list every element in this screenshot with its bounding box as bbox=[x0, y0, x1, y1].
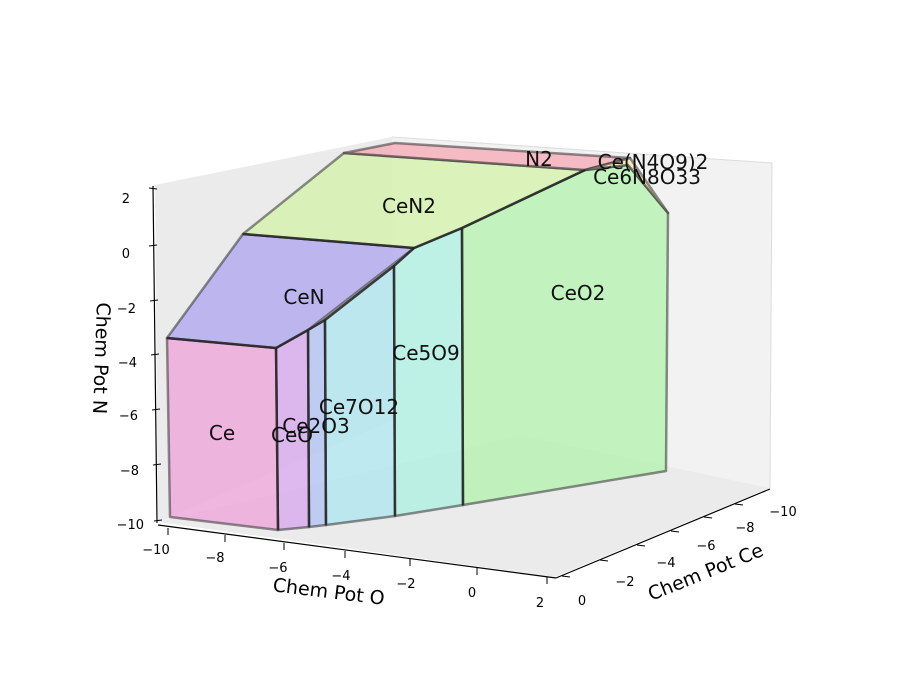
x-tick-label: 2 bbox=[536, 596, 544, 611]
ridge-line bbox=[392, 265, 397, 517]
region-label: Ce2O3 bbox=[282, 414, 349, 438]
z-tick bbox=[150, 353, 160, 356]
z-tick bbox=[148, 244, 158, 247]
z-tick bbox=[151, 408, 161, 411]
y-tick bbox=[636, 544, 646, 547]
region-label: Ce(N4O9)2 bbox=[598, 150, 709, 174]
y-tick-label: 0 bbox=[578, 594, 586, 609]
region-label: Ce5O9 bbox=[392, 341, 459, 365]
region-ceo2-face bbox=[460, 163, 670, 507]
y-tick bbox=[670, 530, 680, 533]
ridge-line bbox=[274, 347, 280, 531]
x-tick-label: −4 bbox=[331, 569, 350, 584]
region-labels: Ce CeO Ce2O3 Ce7O12 Ce5O9 CeO2 CeN CeN2 … bbox=[209, 147, 709, 447]
region-label: CeN bbox=[283, 285, 324, 309]
ridge-line bbox=[323, 319, 328, 526]
y-tick-label: −10 bbox=[769, 505, 796, 520]
region-label: CeO bbox=[271, 423, 313, 447]
z-tick bbox=[152, 463, 162, 466]
z-tick bbox=[148, 187, 158, 190]
y-tick bbox=[734, 503, 744, 506]
x-tick-label: −6 bbox=[268, 561, 287, 576]
z-tick-label: 0 bbox=[122, 247, 130, 262]
regions bbox=[165, 141, 670, 532]
region-label: CeN2 bbox=[382, 194, 436, 218]
y-tick-label: −4 bbox=[656, 556, 675, 571]
z-tick-label: −10 bbox=[117, 518, 144, 533]
z-tick-label: −2 bbox=[117, 302, 136, 317]
x-tick-label: −2 bbox=[396, 577, 415, 592]
region-ce5o9-face bbox=[392, 226, 465, 518]
region-label: N2 bbox=[525, 147, 553, 171]
z-tick-label: 2 bbox=[122, 192, 130, 207]
z-tick-label: −6 bbox=[119, 409, 138, 424]
z-tick-label: −8 bbox=[120, 464, 139, 479]
ridge-line bbox=[460, 227, 465, 506]
y-tick-label: −6 bbox=[696, 539, 715, 554]
pane-edge bbox=[769, 162, 773, 489]
region-label: Ce bbox=[209, 421, 235, 445]
ridge-line bbox=[306, 329, 311, 528]
x-axis-label: Chem Pot O bbox=[272, 574, 386, 610]
y-tick bbox=[599, 559, 609, 562]
region-label: Ce7O12 bbox=[319, 395, 399, 419]
x-axis-line bbox=[157, 524, 557, 579]
z-axis-label: Chem Pot N bbox=[88, 302, 114, 414]
pane-edge bbox=[391, 136, 773, 164]
y-axis-line bbox=[555, 488, 771, 579]
y-tick-label: −2 bbox=[615, 575, 634, 590]
ridge-lines bbox=[166, 168, 586, 531]
y-tick bbox=[561, 575, 571, 578]
z-tick bbox=[153, 519, 163, 522]
z-tick-label: −4 bbox=[118, 356, 137, 371]
x-tick-label: −8 bbox=[205, 551, 224, 566]
z-axis: 2 0 −2 −4 −6 −8 −10 Chem Pot N bbox=[88, 185, 163, 533]
x-tick-label: 0 bbox=[468, 586, 476, 601]
y-tick-label: −8 bbox=[735, 521, 754, 536]
z-tick bbox=[149, 299, 159, 302]
region-label: Ce6N8O33 bbox=[593, 165, 701, 189]
x-tick-label: −10 bbox=[142, 543, 169, 558]
y-tick bbox=[703, 516, 713, 519]
region-ce-n4o9-2-face bbox=[583, 156, 670, 215]
ridge-line bbox=[166, 168, 586, 350]
region-label: CeO2 bbox=[551, 281, 606, 305]
ridge-line bbox=[242, 232, 415, 250]
